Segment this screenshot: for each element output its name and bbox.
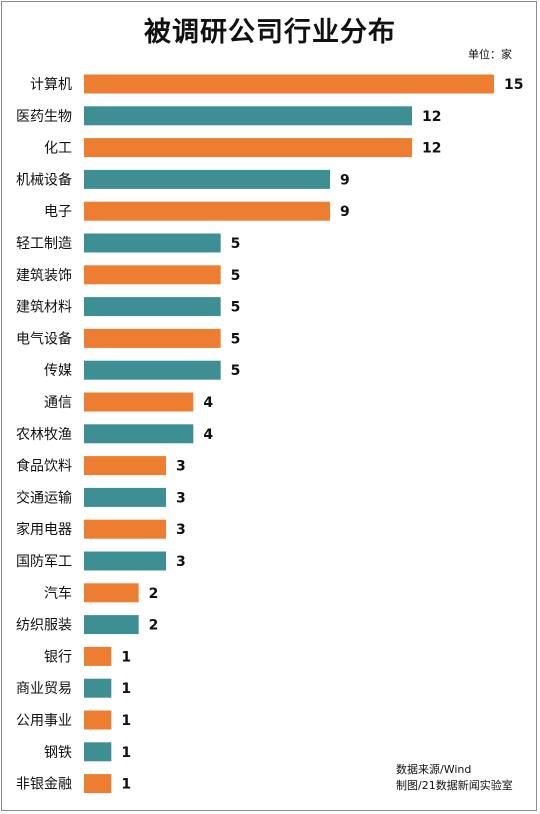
value-label: 5 xyxy=(231,268,241,284)
category-label: 家用电器 xyxy=(16,521,72,538)
category-label: 轻工制造 xyxy=(16,236,72,252)
category-label: 计算机 xyxy=(30,77,72,93)
bar xyxy=(84,742,112,762)
category-label: 电气设备 xyxy=(16,330,72,347)
value-label: 4 xyxy=(203,395,213,411)
bar xyxy=(84,424,194,444)
bar xyxy=(84,297,221,317)
value-label: 1 xyxy=(121,681,131,697)
category-label: 食品饮料 xyxy=(16,458,72,475)
bar xyxy=(84,551,166,571)
value-label: 3 xyxy=(176,554,186,570)
bar xyxy=(84,519,166,539)
bar xyxy=(84,646,112,666)
bar xyxy=(84,169,330,189)
category-label: 商业贸易 xyxy=(16,681,72,697)
category-label: 农林牧渔 xyxy=(16,427,72,443)
chart-title: 被调研公司行业分布 xyxy=(144,17,396,48)
value-label: 5 xyxy=(231,300,241,316)
category-label: 银行 xyxy=(44,649,72,665)
category-label: 通信 xyxy=(44,395,72,411)
category-label: 医药生物 xyxy=(16,109,72,125)
source-line-2: 制图/21数据新闻实验室 xyxy=(396,779,513,792)
bar xyxy=(84,328,221,348)
bar xyxy=(84,615,139,635)
value-label: 3 xyxy=(176,522,186,538)
bar xyxy=(84,360,221,380)
bar xyxy=(84,456,166,476)
value-label: 2 xyxy=(149,618,159,634)
category-label: 公用事业 xyxy=(16,713,72,729)
bar xyxy=(84,774,112,794)
category-label: 建筑材料 xyxy=(16,300,72,316)
category-label: 非银金融 xyxy=(16,777,72,793)
value-label: 9 xyxy=(340,172,350,188)
value-label: 1 xyxy=(121,649,131,665)
category-label: 钢铁 xyxy=(44,745,72,761)
value-label: 9 xyxy=(340,204,350,220)
value-label: 3 xyxy=(176,459,186,475)
bar xyxy=(84,583,139,603)
bar xyxy=(84,487,166,507)
category-label: 交通运输 xyxy=(16,489,72,506)
value-label: 5 xyxy=(231,363,241,379)
category-label: 建筑装饰 xyxy=(16,268,72,284)
category-label: 机械设备 xyxy=(16,171,72,188)
bar xyxy=(84,265,221,285)
source-line-1: 数据来源/Wind xyxy=(396,763,472,776)
value-label: 1 xyxy=(121,777,131,793)
value-label: 1 xyxy=(121,745,131,761)
unit-label: 单位：家 xyxy=(468,48,512,61)
bar xyxy=(84,392,194,412)
value-label: 2 xyxy=(149,586,159,602)
value-label: 3 xyxy=(176,490,186,506)
category-label: 汽车 xyxy=(44,585,72,602)
value-label: 4 xyxy=(203,427,213,443)
value-label: 5 xyxy=(231,331,241,347)
bar xyxy=(84,138,412,158)
category-label: 传媒 xyxy=(44,363,72,379)
category-label: 国防军工 xyxy=(16,554,72,570)
bar xyxy=(84,201,330,221)
category-label: 纺织服装 xyxy=(16,618,72,634)
category-label: 电子 xyxy=(44,204,72,220)
bar xyxy=(84,74,494,94)
value-label: 12 xyxy=(422,109,441,125)
value-label: 15 xyxy=(504,77,523,93)
bar xyxy=(84,710,112,730)
source-note: 数据来源/Wind 制图/21数据新闻实验室 xyxy=(396,762,513,794)
category-label: 化工 xyxy=(44,141,72,157)
bar xyxy=(84,678,112,698)
bar xyxy=(84,233,221,253)
value-label: 5 xyxy=(231,236,241,252)
value-label: 12 xyxy=(422,141,441,157)
value-label: 1 xyxy=(121,713,131,729)
bar xyxy=(84,106,412,126)
